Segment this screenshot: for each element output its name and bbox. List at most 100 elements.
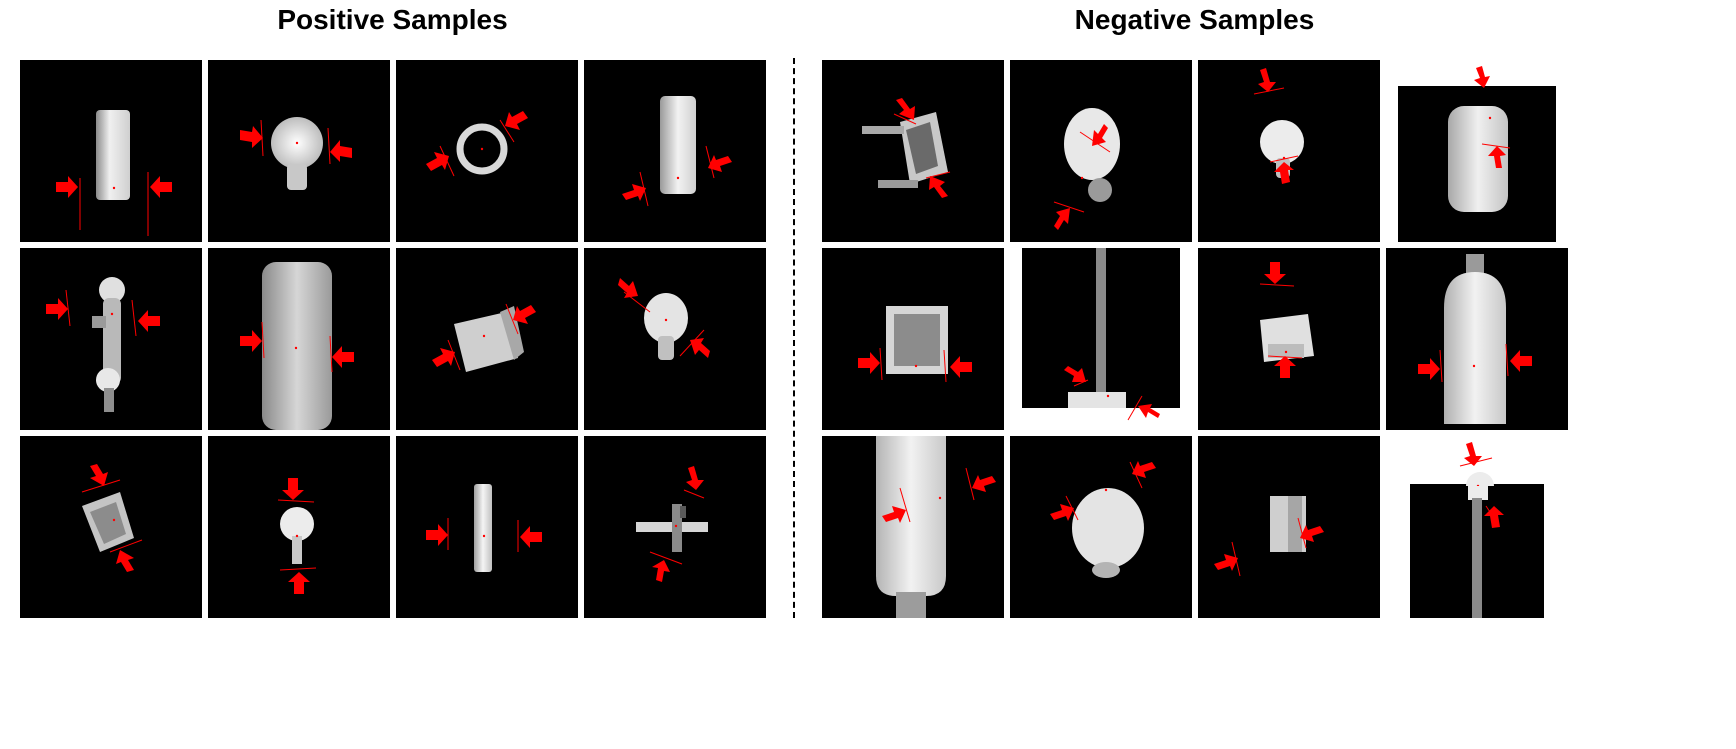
- red-arrow-icon: [1050, 504, 1074, 521]
- positive-sample-11: [396, 436, 578, 618]
- red-arrow-icon: [1214, 554, 1238, 571]
- red-arrow-icon: [138, 310, 160, 332]
- sample-image: [1259, 262, 1314, 378]
- red-arrow-icon: [1258, 68, 1276, 92]
- sample-image: [636, 466, 708, 582]
- negative-sample-2: [1010, 60, 1192, 242]
- red-arrow-icon: [618, 278, 638, 298]
- positive-sample-3: [396, 60, 578, 242]
- red-arrow-icon: [1488, 146, 1506, 168]
- red-arrow-icon: [332, 346, 354, 368]
- red-arrow-icon: [330, 140, 352, 162]
- red-arrow-icon: [46, 298, 68, 320]
- red-arrow-icon: [708, 155, 732, 172]
- negative-sample-12: [1410, 484, 1544, 618]
- red-arrow-icon: [1274, 356, 1296, 378]
- red-arrow-icon: [1464, 442, 1482, 466]
- sample-image: [1050, 461, 1156, 578]
- sample-image: [277, 478, 317, 594]
- positive-sample-10: [208, 436, 390, 618]
- red-arrow-icon: [1264, 262, 1286, 284]
- positive-sample-12: [584, 436, 766, 618]
- red-arrow-icon: [150, 176, 172, 198]
- positive-sample-8: [584, 248, 766, 430]
- red-arrow-icon: [950, 356, 972, 378]
- negative-sample-11: [1198, 436, 1380, 618]
- positive-sample-6: [208, 248, 390, 430]
- sample-image: [862, 98, 951, 198]
- red-arrow-icon: [690, 338, 710, 358]
- red-arrow-icon: [116, 550, 134, 572]
- negative-sample-8: [1386, 248, 1568, 430]
- red-arrow-icon: [426, 152, 449, 171]
- sample-image: [1253, 68, 1304, 184]
- red-arrow-icon: [1092, 124, 1108, 146]
- red-arrow-icon: [1474, 66, 1490, 88]
- sample-image: [1053, 108, 1120, 230]
- red-arrow-icon: [240, 330, 262, 352]
- red-arrow-icon: [240, 126, 263, 148]
- red-arrow-icon: [858, 352, 880, 374]
- sample-image: [240, 262, 354, 430]
- positive-sample-9: [20, 436, 202, 618]
- red-arrow-icon: [520, 526, 542, 548]
- red-arrow-icon: [513, 305, 536, 324]
- sample-image: [622, 96, 732, 207]
- red-arrow-icon: [622, 184, 646, 201]
- sample-image: [46, 277, 160, 412]
- negative-sample-3: [1198, 60, 1380, 242]
- red-arrow-icon: [56, 176, 78, 198]
- negative-sample-6: [1022, 248, 1180, 408]
- sample-image: [56, 110, 172, 236]
- red-arrow-icon: [282, 478, 304, 500]
- red-arrow-icon: [1132, 461, 1156, 478]
- positive-sample-1: [20, 60, 202, 242]
- red-arrow-icon: [505, 111, 528, 130]
- red-arrow-icon: [929, 176, 948, 198]
- negative-sample-9: [822, 436, 1004, 618]
- positive-sample-2: [208, 60, 390, 242]
- red-arrow-icon: [426, 524, 448, 546]
- negative-sample-4: [1398, 86, 1556, 242]
- negative-sample-1: [822, 60, 1004, 242]
- dashed-divider: [793, 58, 795, 618]
- sample-image: [618, 278, 710, 360]
- red-arrow-icon: [432, 348, 455, 367]
- negative-sample-10: [1010, 436, 1192, 618]
- red-arrow-icon: [1300, 525, 1324, 542]
- red-arrow-icon: [1484, 506, 1504, 528]
- positive-samples-title: Positive Samples: [277, 4, 508, 35]
- sample-image: [1468, 484, 1504, 618]
- sample-image: [432, 303, 536, 372]
- positive-sample-4: [584, 60, 766, 242]
- sample-image: [81, 464, 143, 572]
- negative-sample-7: [1198, 248, 1380, 430]
- sample-image: [1448, 106, 1511, 212]
- red-arrow-icon: [882, 506, 906, 523]
- red-arrow-icon: [1418, 358, 1440, 380]
- sample-image: [1064, 248, 1126, 408]
- red-arrow-icon: [288, 572, 310, 594]
- sample-image-overflow: [1459, 442, 1494, 486]
- red-arrow-icon: [90, 464, 108, 486]
- red-arrow-icon: [1510, 350, 1532, 372]
- positive-sample-5: [20, 248, 202, 430]
- red-arrow-icon: [1064, 366, 1086, 382]
- negative-sample-5: [822, 248, 1004, 430]
- red-arrow-icon: [1054, 208, 1070, 230]
- sample-image: [1214, 496, 1324, 577]
- sample-image: [1418, 254, 1532, 424]
- sample-image: [426, 111, 528, 177]
- sample-image: [858, 306, 972, 383]
- red-arrow-icon: [652, 560, 670, 582]
- positive-sample-7: [396, 248, 578, 430]
- red-arrow-icon: [896, 98, 915, 120]
- sample-image: [240, 117, 352, 190]
- sample-image: [426, 484, 542, 572]
- negative-samples-title: Negative Samples: [1074, 4, 1315, 35]
- red-arrow-icon: [1274, 162, 1294, 184]
- sample-image: [876, 436, 996, 618]
- red-arrow-icon: [1127, 395, 1160, 421]
- red-arrow-icon: [972, 475, 996, 492]
- red-arrow-icon: [686, 466, 704, 490]
